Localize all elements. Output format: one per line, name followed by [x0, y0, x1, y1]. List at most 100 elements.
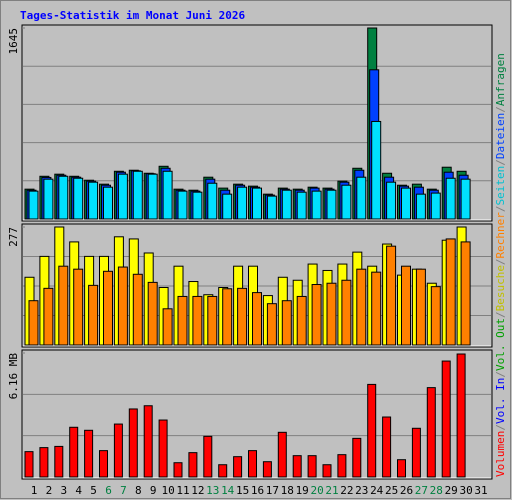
bar — [58, 175, 69, 220]
x-tick-label: 3 — [60, 484, 67, 497]
bar — [266, 303, 277, 346]
x-tick-label: 26 — [400, 484, 413, 497]
bar — [192, 191, 203, 220]
bar — [99, 450, 108, 478]
bar — [222, 288, 233, 346]
bar — [426, 387, 436, 478]
legend: Volumen/Vol. In/Vol. Out/Besuche/Rechner… — [494, 53, 507, 477]
x-tick-label: 7 — [120, 484, 127, 497]
bar — [43, 178, 54, 220]
bar — [218, 464, 228, 478]
x-tick-label: 15 — [236, 484, 249, 497]
x-tick-label: 11 — [176, 484, 189, 497]
bar — [386, 245, 397, 346]
bar — [39, 447, 49, 478]
x-tick-label: 1 — [31, 484, 38, 497]
legend-entry: Vol. Out — [494, 318, 507, 371]
y-tick-label: 1645 — [7, 28, 20, 55]
x-tick-label: 31 — [474, 484, 487, 497]
y-tick-label: 277 — [7, 227, 20, 247]
bar — [367, 383, 377, 478]
bar — [84, 429, 94, 478]
bar — [58, 265, 69, 346]
bar — [143, 405, 153, 478]
bar — [397, 459, 406, 478]
bar — [222, 193, 233, 220]
bar — [147, 281, 158, 346]
bar — [382, 416, 392, 478]
legend-entry: Rechner — [494, 212, 507, 259]
bar — [203, 435, 213, 478]
bar — [415, 268, 426, 346]
bar — [430, 192, 441, 220]
legend-separator: / — [494, 106, 507, 113]
x-tick-label: 25 — [385, 484, 398, 497]
bar — [237, 287, 248, 346]
x-tick-label: 23 — [355, 484, 368, 497]
bar — [28, 190, 39, 220]
bar — [188, 452, 198, 478]
bar — [445, 177, 456, 220]
bar — [192, 295, 203, 346]
x-tick-label: 22 — [340, 484, 353, 497]
x-tick-label: 24 — [370, 484, 384, 497]
x-tick-label: 4 — [75, 484, 82, 497]
bar — [103, 186, 113, 220]
x-tick-label: 29 — [445, 484, 458, 497]
legend-separator: / — [494, 311, 507, 318]
legend-entry: Volumen — [494, 431, 507, 477]
bar — [352, 437, 362, 478]
chart-title: Tages-Statistik im Monat Juni 2026 — [20, 9, 246, 22]
bar — [248, 450, 257, 478]
bar — [307, 455, 317, 478]
bar — [341, 279, 352, 346]
bar — [237, 186, 248, 220]
legend-separator: / — [494, 424, 507, 431]
bar — [252, 187, 262, 220]
x-tick-label: 21 — [325, 484, 338, 497]
bar — [445, 238, 456, 346]
x-tick-label: 28 — [430, 484, 443, 497]
x-tick-label: 13 — [206, 484, 219, 497]
bar — [386, 181, 397, 220]
bar — [28, 300, 39, 346]
bar — [69, 426, 79, 478]
bar — [401, 187, 411, 220]
x-tick-label: 20 — [310, 484, 323, 497]
bar — [158, 419, 168, 478]
legend-entry: Besuche — [494, 265, 507, 311]
x-tick-label: 12 — [191, 484, 204, 497]
x-tick-label: 16 — [251, 484, 264, 497]
legend-separator: / — [494, 159, 507, 166]
bar — [54, 445, 64, 478]
bar — [326, 189, 337, 220]
bar — [411, 427, 421, 478]
bar — [103, 270, 113, 346]
x-tick-label: 30 — [459, 484, 472, 497]
bar — [73, 177, 84, 220]
bar — [341, 184, 352, 220]
x-tick-label: 8 — [135, 484, 142, 497]
x-tick-label: 6 — [105, 484, 112, 497]
bar — [371, 271, 382, 346]
bar — [441, 360, 451, 478]
bar — [281, 300, 292, 346]
bar — [356, 176, 367, 220]
x-tick-label: 17 — [266, 484, 279, 497]
bar — [173, 462, 183, 478]
bar — [460, 178, 471, 220]
bar — [132, 170, 143, 220]
bar — [296, 191, 307, 220]
legend-separator: / — [494, 258, 507, 265]
bar — [456, 353, 466, 478]
bar — [262, 461, 272, 478]
bar — [281, 189, 292, 220]
bar — [371, 120, 382, 220]
bar — [128, 408, 138, 478]
x-tick-label: 9 — [150, 484, 157, 497]
bar — [88, 284, 99, 346]
bar — [292, 455, 302, 478]
bar — [162, 170, 173, 220]
bar — [24, 451, 34, 478]
